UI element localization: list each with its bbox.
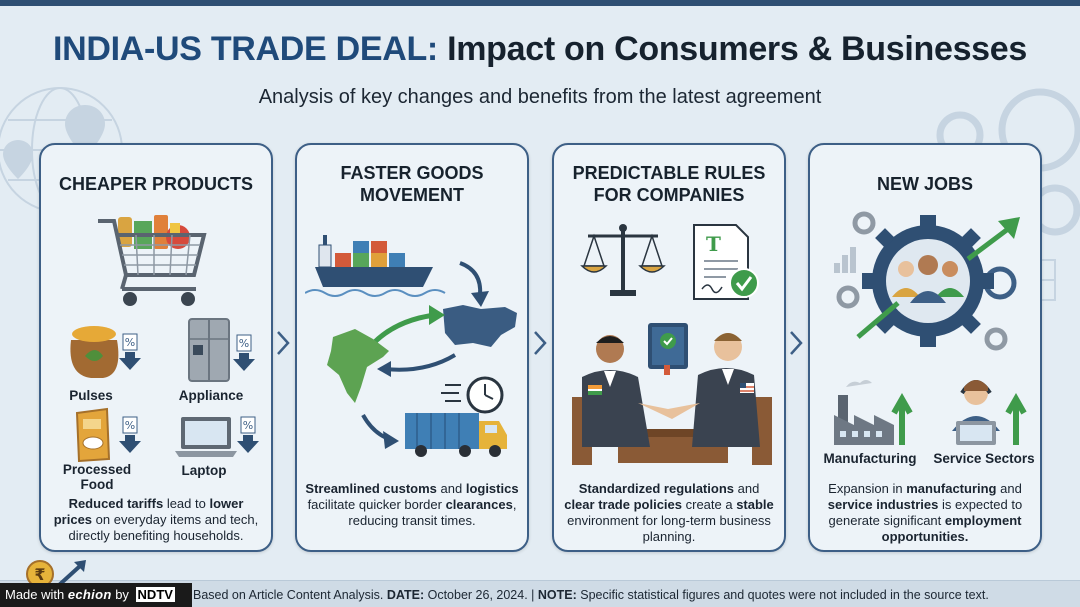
usa-map-icon (443, 305, 517, 347)
footer-source-text: Based on Article Content Analysis. DATE:… (193, 588, 989, 602)
title-highlight: INDIA-US TRADE DEAL: (52, 30, 438, 68)
item-label-pulses: Pulses (69, 388, 113, 403)
truck-icon (405, 413, 507, 457)
item-label-service-sectors: Service Sectors (933, 451, 1035, 466)
card-description: Streamlined customs and logistics facili… (305, 481, 519, 528)
item-label-processed-food: Processed Food (62, 462, 132, 492)
card-predictable-rules: PREDICTABLE RULES FOR COMPANIES T (552, 143, 786, 552)
rupee-growth-icon: ₹ (26, 560, 86, 588)
refrigerator-icon: % (188, 318, 255, 382)
svg-text:%: % (239, 337, 249, 350)
ndtv-logo: NDTV (135, 587, 175, 602)
india-map-icon (327, 329, 389, 403)
page-title: INDIA-US TRADE DEAL: Impact on Consumers… (0, 30, 1080, 69)
legal-document-icon: T (693, 224, 759, 300)
svg-text:%: % (125, 336, 135, 349)
chevron-right-icon (277, 331, 290, 355)
laptop-icon: % (175, 416, 259, 457)
svg-text:T: T (706, 232, 721, 256)
card-title: CHEAPER PRODUCTS (58, 174, 254, 194)
clock-icon (441, 376, 504, 414)
title-rest: Impact on Consumers & Businesses (437, 30, 1028, 68)
card-title: FASTER GOODS MOVEMENT (340, 163, 484, 205)
item-label-laptop: Laptop (181, 463, 227, 478)
card-description: Expansion in manufacturing and service i… (827, 481, 1023, 544)
cargo-ship-icon (305, 235, 446, 297)
pulses-sack-icon: % (70, 326, 141, 378)
jobs-growth-gear-illustration (834, 211, 1020, 351)
made-with-badge[interactable]: Made with echion by NDTV (0, 583, 192, 607)
svg-text:%: % (243, 419, 253, 432)
chevron-right-icon (534, 331, 547, 355)
svg-text:%: % (125, 419, 135, 432)
business-handshake-illustration (572, 323, 772, 465)
echion-logo: echion (67, 587, 112, 602)
page-subtitle: Analysis of key changes and benefits fro… (258, 86, 822, 108)
card-title: PREDICTABLE RULES FOR COMPANIES (572, 163, 766, 205)
top-accent-bar (0, 0, 1080, 6)
shopping-cart-icon (98, 215, 207, 306)
svg-text:₹: ₹ (34, 565, 45, 584)
card-description: Standardized regulations and clear trade… (564, 481, 774, 544)
card-title: NEW JOBS (876, 174, 973, 194)
card-description: Reduced tariffs lead to lower prices on … (53, 496, 259, 543)
shipping-route-illustration (305, 235, 517, 457)
headset-worker-icon (952, 380, 1027, 445)
scales-of-justice-icon (580, 224, 666, 296)
item-label-appliance: Appliance (178, 388, 244, 403)
card-cheaper-products: CHEAPER PRODUCTS % Pulses % Appliance (39, 143, 273, 552)
item-label-manufacturing: Manufacturing (823, 451, 917, 466)
card-new-jobs: NEW JOBS Manufacturing (808, 143, 1042, 552)
cereal-box-icon: % (75, 407, 141, 462)
factory-icon (834, 380, 913, 445)
card-faster-goods-movement: FASTER GOODS MOVEMENT (295, 143, 529, 552)
chevron-right-icon (790, 331, 803, 355)
